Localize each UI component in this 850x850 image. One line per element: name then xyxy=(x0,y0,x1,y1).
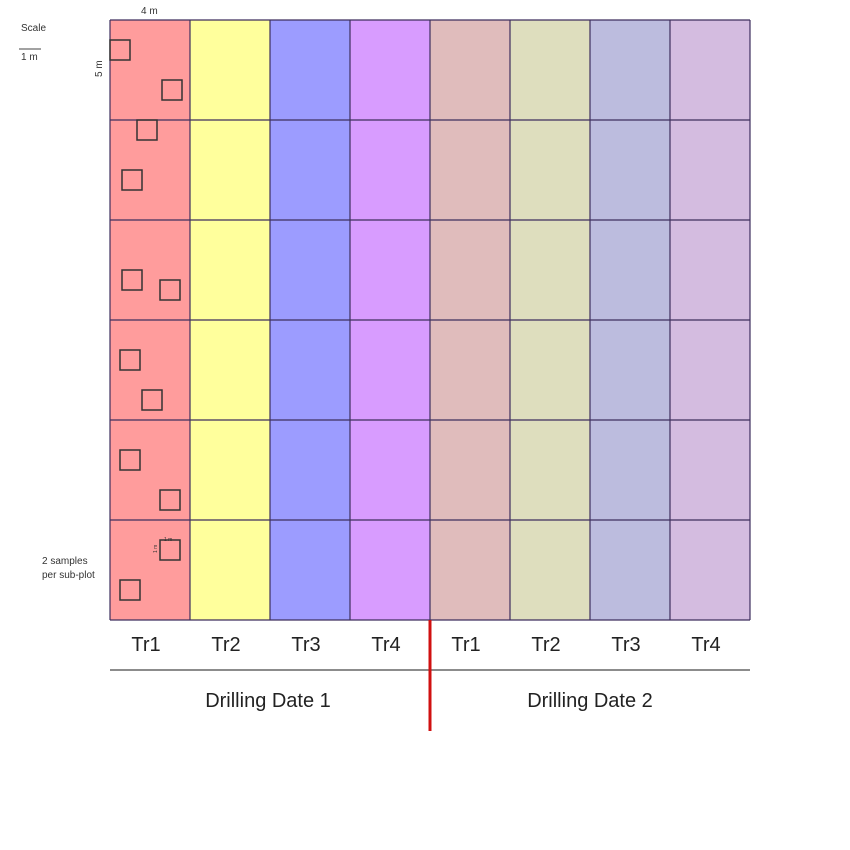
treatment-label-7: Tr3 xyxy=(611,634,640,656)
sample-square xyxy=(159,539,181,561)
samples-note-line1: 2 samples xyxy=(42,556,88,567)
sample-squares xyxy=(109,39,183,601)
drilling-date-1-label: Drilling Date 1 xyxy=(205,690,331,712)
plot-height-label: 5 m xyxy=(94,60,105,77)
scale-label: Scale xyxy=(21,23,46,34)
sample-square xyxy=(159,489,181,511)
sample-square xyxy=(161,79,183,101)
scale-unit-label: 1 m xyxy=(21,52,38,63)
treatment-labels: Tr1 Tr2 Tr3 Tr4 Tr1 Tr2 Tr3 Tr4 xyxy=(131,634,720,656)
sample-square xyxy=(119,579,141,601)
treatment-label-5: Tr1 xyxy=(451,634,480,656)
sample-width-label: 1 m xyxy=(164,537,172,543)
subplot-grid xyxy=(109,19,751,621)
plot-width-label: 4 m xyxy=(141,6,158,17)
sample-height-label: 1 m xyxy=(153,545,159,553)
treatment-label-2: Tr2 xyxy=(211,634,240,656)
sample-square xyxy=(159,279,181,301)
sample-square xyxy=(109,39,131,61)
treatment-label-1: Tr1 xyxy=(131,634,160,656)
sample-square xyxy=(119,349,141,371)
sample-square xyxy=(141,389,163,411)
sample-square xyxy=(121,169,143,191)
sample-square xyxy=(136,119,158,141)
treatment-label-8: Tr4 xyxy=(691,634,720,656)
sample-square xyxy=(121,269,143,291)
treatment-label-6: Tr2 xyxy=(531,634,560,656)
sample-square xyxy=(119,449,141,471)
drilling-date-2-label: Drilling Date 2 xyxy=(527,690,653,712)
samples-note-line2: per sub-plot xyxy=(42,570,95,581)
treatment-label-4: Tr4 xyxy=(371,634,400,656)
treatment-label-3: Tr3 xyxy=(291,634,320,656)
